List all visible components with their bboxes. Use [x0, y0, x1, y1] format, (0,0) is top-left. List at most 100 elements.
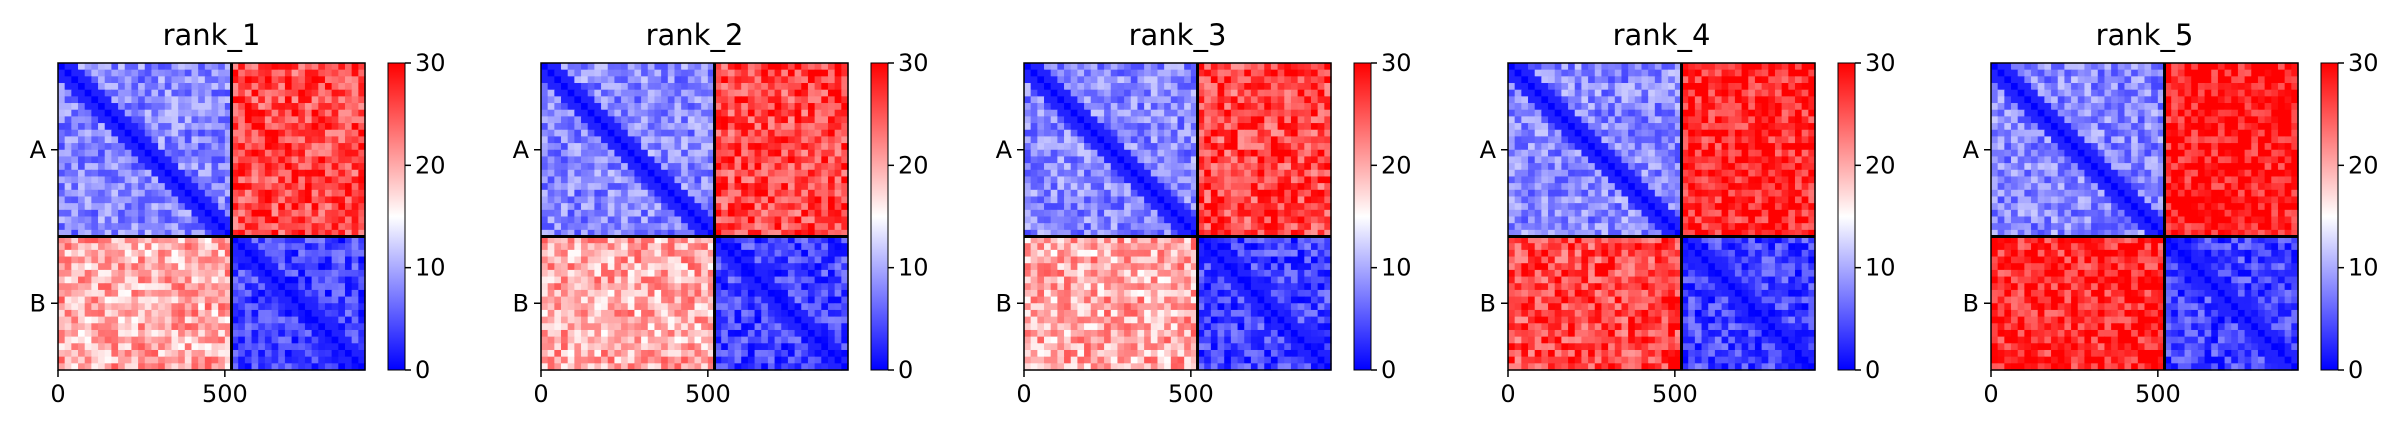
heatmap-cell	[728, 310, 735, 317]
heatmap-cell	[278, 156, 285, 163]
heatmap-cell	[205, 350, 212, 357]
heatmap-cell	[688, 63, 695, 70]
heatmap-cell	[151, 323, 158, 330]
heatmap-cell	[581, 263, 588, 270]
heatmap-cell	[721, 330, 728, 337]
heatmap-cell	[305, 357, 312, 364]
heatmap-cell	[681, 223, 688, 230]
heatmap-cell	[634, 270, 641, 277]
heatmap-cell	[285, 150, 292, 157]
heatmap-cell	[735, 203, 742, 210]
heatmap-cell	[198, 210, 205, 217]
heatmap-cell	[345, 150, 352, 157]
heatmap-cell	[65, 63, 72, 70]
heatmap-cell	[614, 350, 621, 357]
heatmap-cell	[781, 290, 788, 297]
heatmap-cell	[265, 96, 272, 103]
heatmap-cell	[608, 203, 615, 210]
heatmap-cell	[205, 270, 212, 277]
heatmap-cell	[78, 190, 85, 197]
heatmap-cell	[701, 357, 708, 364]
heatmap-cell	[541, 250, 548, 257]
heatmap-cell	[654, 123, 661, 130]
heatmap-cell	[85, 290, 92, 297]
heatmap-cell	[548, 136, 555, 143]
heatmap-cell	[668, 143, 675, 150]
heatmap-cell	[821, 270, 828, 277]
heatmap-cell	[568, 190, 575, 197]
heatmap-cell	[1218, 130, 1225, 137]
heatmap-cell	[325, 330, 332, 337]
heatmap-cell	[614, 210, 621, 217]
heatmap-cell	[258, 217, 265, 224]
heatmap-cell	[298, 163, 305, 170]
heatmap-cell	[1084, 76, 1091, 83]
heatmap-cell	[71, 123, 78, 130]
heatmap-cell	[1291, 103, 1298, 110]
heatmap-cell	[1311, 103, 1318, 110]
heatmap-cell	[641, 190, 648, 197]
heatmap-cell	[71, 357, 78, 364]
heatmap-cell	[1084, 150, 1091, 157]
heatmap-cell	[191, 190, 198, 197]
heatmap-cell	[352, 357, 359, 364]
heatmap-cell	[118, 183, 125, 190]
heatmap-cell	[721, 263, 728, 270]
heatmap-cell	[775, 290, 782, 297]
heatmap-cell	[292, 223, 299, 230]
heatmap-cell	[138, 136, 145, 143]
heatmap-cell	[561, 350, 568, 357]
heatmap-cell	[541, 257, 548, 264]
heatmap-cell	[795, 343, 802, 350]
heatmap-cell	[1071, 63, 1078, 70]
heatmap-cell	[828, 103, 835, 110]
heatmap-cell	[352, 243, 359, 250]
heatmap-cell	[548, 277, 555, 284]
heatmap-cell	[748, 263, 755, 270]
heatmap-cell	[1284, 96, 1291, 103]
heatmap-cell	[554, 163, 561, 170]
heatmap-cell	[165, 183, 172, 190]
heatmap-cell	[641, 163, 648, 170]
heatmap-cell	[145, 170, 152, 177]
heatmap-cell	[218, 277, 225, 284]
heatmap-cell	[131, 277, 138, 284]
heatmap-cell	[568, 63, 575, 70]
heatmap-cell	[131, 283, 138, 290]
heatmap-cell	[312, 163, 319, 170]
heatmap-cell	[318, 290, 325, 297]
heatmap-cell	[721, 70, 728, 77]
heatmap-cell	[78, 176, 85, 183]
heatmap-cell	[701, 343, 708, 350]
heatmap-cell	[1077, 163, 1084, 170]
heatmap-cell	[621, 170, 628, 177]
heatmap-cell	[654, 283, 661, 290]
heatmap-cell	[628, 116, 635, 123]
heatmap-cell	[312, 123, 319, 130]
heatmap-cell	[212, 277, 219, 284]
heatmap-cell	[178, 350, 185, 357]
heatmap-cell	[781, 70, 788, 77]
heatmap-cell	[808, 176, 815, 183]
heatmap-cell	[165, 330, 172, 337]
heatmap-cell	[252, 223, 259, 230]
heatmap-cell	[661, 116, 668, 123]
heatmap-cell	[788, 270, 795, 277]
heatmap-cell	[581, 143, 588, 150]
heatmap-cell	[292, 357, 299, 364]
heatmap-cell	[58, 297, 65, 304]
heatmap-cell	[131, 337, 138, 344]
heatmap-cell	[701, 143, 708, 150]
heatmap-cell	[238, 277, 245, 284]
heatmap-cell	[285, 90, 292, 97]
heatmap-cell	[608, 243, 615, 250]
heatmap-cell	[305, 263, 312, 270]
heatmap-cell	[801, 170, 808, 177]
heatmap-cell	[345, 330, 352, 337]
heatmap-cell	[111, 263, 118, 270]
heatmap-cell	[265, 350, 272, 357]
heatmap-cell	[85, 103, 92, 110]
heatmap-cell	[695, 297, 702, 304]
heatmap-cell	[205, 116, 212, 123]
